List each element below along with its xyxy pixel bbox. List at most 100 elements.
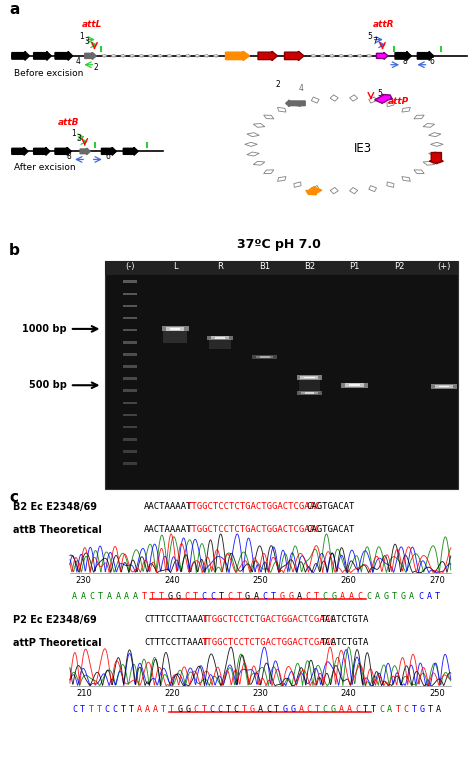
Text: 500 bp: 500 bp (29, 380, 67, 390)
FancyArrow shape (348, 54, 353, 57)
Bar (123, 377, 137, 380)
FancyArrow shape (80, 148, 91, 154)
FancyArrow shape (34, 51, 51, 61)
FancyArrow shape (417, 51, 434, 61)
Text: G: G (419, 705, 425, 714)
Text: A: A (107, 592, 112, 601)
Bar (256, 355, 273, 359)
Text: C: C (202, 592, 207, 601)
Text: 7: 7 (373, 37, 378, 46)
Bar (123, 414, 137, 416)
Text: 8: 8 (403, 57, 408, 66)
Bar (438, 386, 449, 387)
Text: (-): (-) (126, 262, 135, 271)
Text: A: A (374, 592, 380, 601)
Text: A: A (115, 592, 120, 601)
Text: T: T (201, 705, 207, 714)
FancyArrow shape (376, 53, 388, 60)
Text: 6: 6 (429, 57, 434, 66)
Text: C: C (193, 705, 199, 714)
Text: A: A (340, 592, 345, 601)
Bar (305, 392, 314, 393)
FancyArrow shape (177, 54, 182, 57)
Bar (123, 329, 137, 331)
Bar (123, 462, 137, 465)
Text: AACTAAAAT: AACTAAAAT (144, 502, 192, 511)
Text: 240: 240 (164, 576, 180, 585)
Text: P1: P1 (349, 262, 359, 271)
Text: A: A (254, 592, 259, 601)
FancyArrow shape (158, 54, 163, 57)
Bar (162, 327, 189, 331)
Bar (431, 384, 457, 389)
FancyArrow shape (149, 54, 154, 57)
Text: C: C (72, 705, 77, 714)
Text: T: T (121, 705, 126, 714)
FancyArrow shape (85, 53, 96, 60)
Bar (211, 336, 229, 339)
Text: 270: 270 (429, 576, 445, 585)
Text: C: C (306, 592, 310, 601)
Text: 6: 6 (106, 152, 110, 161)
FancyArrow shape (367, 54, 372, 57)
Text: 1: 1 (79, 32, 84, 41)
Bar (123, 317, 137, 319)
Bar (260, 356, 270, 358)
Text: B2: B2 (304, 262, 315, 271)
Text: T: T (392, 592, 397, 601)
FancyArrow shape (395, 51, 411, 61)
Text: IE3: IE3 (354, 143, 372, 155)
Text: G: G (280, 592, 284, 601)
Text: 37ºC pH 7.0: 37ºC pH 7.0 (237, 238, 321, 251)
Text: 250: 250 (253, 576, 268, 585)
Bar (123, 353, 137, 355)
Text: T: T (428, 705, 433, 714)
Text: T: T (237, 592, 241, 601)
Text: 230: 230 (252, 689, 268, 698)
Text: CAGTGACAT: CAGTGACAT (307, 525, 355, 535)
Text: A: A (81, 592, 86, 601)
Text: P2 Ec E2348/69: P2 Ec E2348/69 (13, 615, 97, 625)
Bar (123, 365, 137, 368)
Bar (123, 280, 137, 283)
FancyArrow shape (12, 147, 28, 155)
FancyArrow shape (214, 54, 219, 57)
Text: T: T (219, 592, 224, 601)
FancyArrow shape (330, 54, 335, 57)
Bar (301, 392, 318, 394)
Text: A: A (347, 705, 352, 714)
FancyArrow shape (195, 54, 200, 57)
Text: A: A (339, 705, 344, 714)
FancyArrow shape (55, 51, 73, 61)
Text: T: T (96, 705, 101, 714)
Text: R: R (217, 262, 223, 271)
Text: 1000 bp: 1000 bp (22, 324, 67, 334)
Text: T: T (129, 705, 134, 714)
Text: c: c (9, 490, 18, 505)
Bar (123, 390, 137, 392)
Text: T: T (271, 592, 276, 601)
Text: attR: attR (373, 19, 394, 29)
Text: 5: 5 (367, 32, 372, 41)
Text: 7: 7 (382, 96, 387, 105)
Bar (105, 261, 458, 275)
Text: T: T (314, 592, 319, 601)
Text: AACTAAAAT: AACTAAAAT (144, 525, 192, 535)
Text: T: T (226, 705, 231, 714)
Text: G: G (185, 705, 190, 714)
Text: G: G (176, 592, 181, 601)
Text: C: C (104, 705, 109, 714)
Text: A: A (297, 592, 302, 601)
Text: 230: 230 (76, 576, 92, 585)
Bar (349, 384, 360, 386)
Text: A: A (387, 705, 392, 714)
FancyArrow shape (121, 54, 126, 57)
Text: C: C (113, 705, 118, 714)
Text: C: C (418, 592, 423, 601)
Text: A: A (133, 592, 137, 601)
Bar (123, 305, 137, 307)
Text: CTTTCCTTAAAT: CTTTCCTTAAAT (144, 639, 209, 647)
Text: A: A (427, 592, 431, 601)
Text: 240: 240 (341, 689, 356, 698)
FancyArrow shape (205, 54, 210, 57)
